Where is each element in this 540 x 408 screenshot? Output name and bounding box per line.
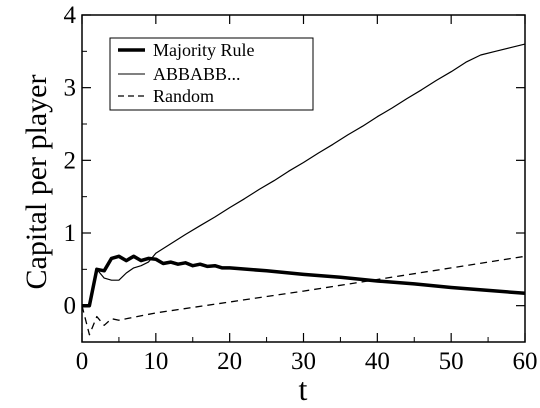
legend-label-random: Random [153,86,214,106]
axis-tick-labels: 0 10 20 30 40 50 60 0 1 2 3 4 [64,2,538,375]
series-line-0 [82,254,526,308]
x-tick-label: 20 [217,348,242,375]
y-tick-label: 1 [64,220,77,247]
series-lines [81,43,526,336]
x-tick-label: 0 [76,348,89,375]
legend-label-majority: Majority Rule [153,40,255,60]
series-line-2 [81,255,526,336]
series-line-1 [82,43,526,307]
x-axis-title: t [299,371,308,407]
x-tick-label: 40 [365,348,390,375]
legend: Majority Rule ABBABB... Random [109,37,314,111]
axis-ticks [81,14,526,342]
x-tick-label: 10 [143,348,168,375]
x-tick-label: 60 [513,348,538,375]
x-tick-label: 30 [291,348,316,375]
y-tick-label: 0 [64,293,77,320]
legend-label-abbabb: ABBABB... [153,64,241,84]
y-tick-label: 4 [64,2,77,29]
y-tick-label: 2 [64,147,77,174]
x-tick-label: 50 [439,348,464,375]
y-tick-label: 3 [64,75,77,102]
y-axis-title: Capital per player [20,75,53,290]
